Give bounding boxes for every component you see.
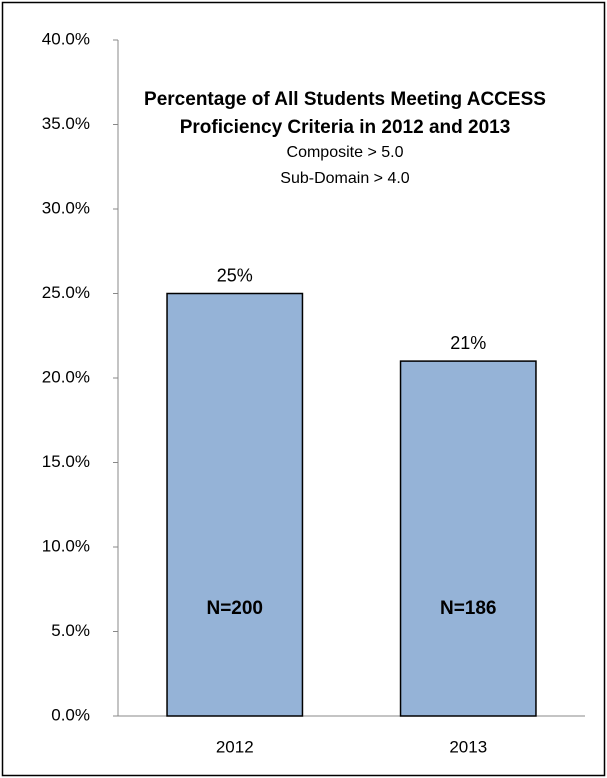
data-label: 21%	[450, 333, 486, 353]
y-tick-label: 15.0%	[42, 452, 90, 471]
y-tick-label: 5.0%	[51, 621, 90, 640]
chart-subtitle: Composite > 5.0	[287, 144, 404, 161]
y-tick-label: 10.0%	[42, 536, 90, 555]
y-tick-label: 30.0%	[42, 198, 90, 217]
bar-annotation: N=186	[440, 598, 497, 619]
x-tick-label: 2012	[216, 737, 254, 756]
title-line: Percentage of All Students Meeting ACCES…	[144, 89, 546, 110]
chart-title: Percentage of All Students Meeting ACCES…	[144, 89, 546, 138]
x-tick-label: 2013	[449, 737, 487, 756]
bar	[166, 292, 304, 717]
bar	[399, 360, 537, 717]
chart-subtitle: Sub-Domain > 4.0	[280, 170, 410, 187]
title-line: Proficiency Criteria in 2012 and 2013	[180, 117, 511, 138]
y-tick-label: 40.0%	[42, 29, 90, 48]
data-label: 25%	[217, 265, 253, 285]
y-tick-label: 25.0%	[42, 283, 90, 302]
bar-annotation: N=200	[206, 598, 263, 619]
y-tick-label: 20.0%	[42, 367, 90, 386]
y-tick-label: 0.0%	[51, 705, 90, 724]
y-tick-label: 35.0%	[42, 114, 90, 133]
